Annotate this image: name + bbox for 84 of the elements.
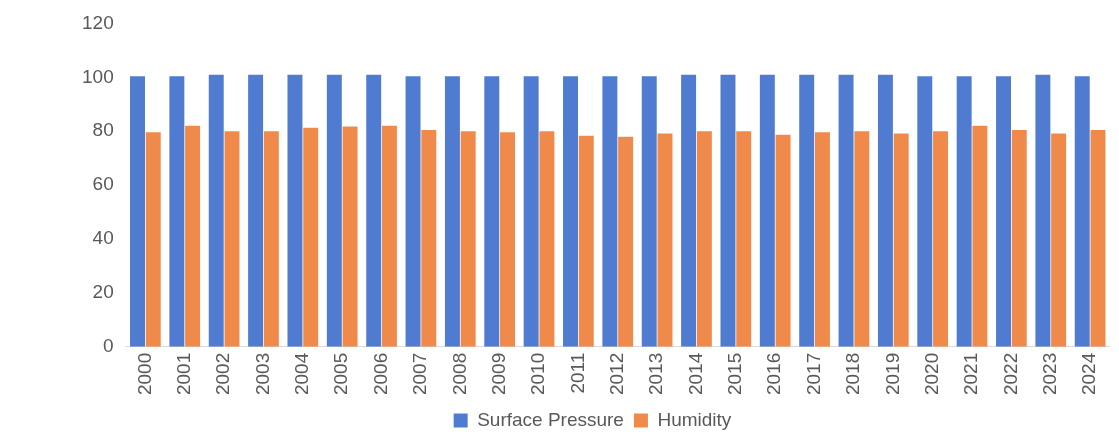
x-tick-label: 2001 <box>172 352 194 396</box>
bar <box>405 76 421 347</box>
bar <box>484 76 500 347</box>
bar <box>169 76 185 347</box>
bar <box>1074 76 1090 347</box>
bar <box>539 131 555 347</box>
y-tick-label: 100 <box>82 65 114 87</box>
bar <box>1051 133 1067 347</box>
bar <box>972 125 988 347</box>
bar <box>854 131 870 347</box>
x-tick-label: 2003 <box>251 352 273 396</box>
y-tick-label: 20 <box>92 281 114 303</box>
bar <box>736 131 752 347</box>
bar <box>248 74 264 347</box>
bar <box>799 74 815 347</box>
bar <box>681 74 697 347</box>
x-tick-label: 2016 <box>763 352 785 396</box>
bar <box>366 74 382 347</box>
bar <box>1011 130 1027 347</box>
bar <box>130 76 145 347</box>
bar <box>208 74 224 347</box>
bar <box>523 76 539 347</box>
x-tick-label: 2012 <box>605 352 627 396</box>
bar <box>563 76 578 347</box>
bar <box>956 76 972 347</box>
y-tick-label: 40 <box>92 227 114 249</box>
bar <box>381 125 397 347</box>
legend-label: Surface Pressure <box>477 408 624 430</box>
legend-label: Humidity <box>657 408 732 430</box>
x-tick-label: 2011 <box>566 352 588 394</box>
bar <box>877 74 893 347</box>
bar <box>893 133 909 347</box>
bar <box>1090 130 1106 347</box>
x-tick-label: 2020 <box>920 352 942 396</box>
bar <box>287 74 303 347</box>
bar <box>641 76 657 347</box>
x-tick-label: 2010 <box>527 352 549 396</box>
x-tick-label: 2005 <box>330 352 352 396</box>
bar <box>185 125 201 347</box>
y-tick-label: 60 <box>92 173 114 195</box>
bar <box>838 74 854 347</box>
y-tick-label: 0 <box>103 334 114 356</box>
x-tick-label: 2022 <box>999 352 1021 396</box>
bar <box>814 132 830 347</box>
bar <box>618 136 634 347</box>
x-tick-label: 2000 <box>133 352 155 396</box>
bar <box>421 130 437 347</box>
bar <box>326 74 342 347</box>
y-tick-label: 120 <box>82 11 114 33</box>
x-tick-label: 2019 <box>881 352 903 396</box>
x-tick-label: 2007 <box>409 352 431 396</box>
bar <box>602 76 618 347</box>
bar <box>578 135 594 347</box>
bar <box>1035 74 1051 347</box>
x-tick-label: 2015 <box>724 352 746 396</box>
bar <box>759 74 775 347</box>
bar <box>303 127 319 347</box>
bar <box>460 131 476 347</box>
bar <box>145 132 161 347</box>
bar <box>775 134 791 347</box>
x-tick-label: 2013 <box>645 352 667 396</box>
bar <box>720 74 736 347</box>
bar <box>657 133 673 347</box>
x-tick-label: 2017 <box>802 352 824 396</box>
bar <box>500 132 516 347</box>
y-tick-label: 80 <box>92 119 114 141</box>
x-tick-label: 2014 <box>684 352 706 396</box>
bar <box>933 131 949 347</box>
x-tick-label: 2021 <box>960 352 982 396</box>
x-tick-label: 2009 <box>487 352 509 396</box>
x-tick-label: 2006 <box>369 352 391 396</box>
x-tick-label: 2004 <box>291 352 313 396</box>
bar <box>342 126 358 347</box>
bar <box>996 76 1011 347</box>
bar <box>224 131 240 347</box>
bar <box>917 76 933 347</box>
bar <box>263 131 279 347</box>
bar <box>444 76 460 347</box>
x-tick-label: 2002 <box>212 352 234 396</box>
x-tick-label: 2023 <box>1038 352 1060 396</box>
x-tick-label: 2024 <box>1078 352 1100 396</box>
x-tick-label: 2008 <box>448 352 470 396</box>
bar <box>696 131 712 347</box>
x-tick-label: 2018 <box>842 352 864 396</box>
